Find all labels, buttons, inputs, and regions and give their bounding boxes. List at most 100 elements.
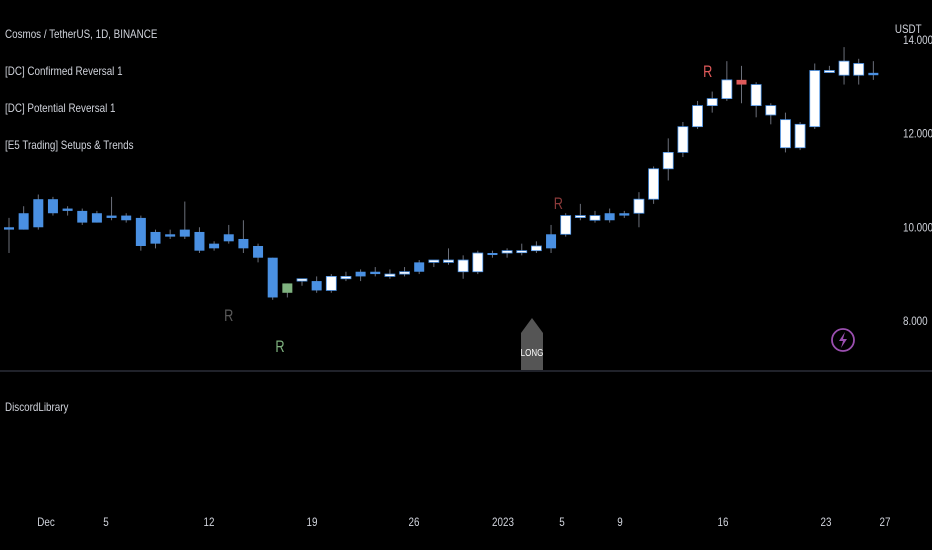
candle-body [531, 245, 542, 252]
candle [838, 47, 850, 85]
lower-pane-label[interactable]: DiscordLibrary [5, 400, 69, 414]
candle-body [721, 79, 733, 99]
candle-body [457, 259, 469, 273]
candle [443, 248, 454, 265]
candle [194, 227, 205, 254]
candle [106, 196, 117, 221]
candle [531, 241, 542, 254]
candle [853, 58, 865, 85]
x-tick-label: 5 [559, 516, 564, 529]
reversal-marker-label: R [554, 194, 563, 213]
x-tick-label: 2023 [492, 516, 514, 529]
candle [77, 208, 88, 225]
candle-body [106, 215, 117, 218]
candle-body [18, 213, 29, 230]
candle [780, 112, 791, 153]
indicator-label-potential-reversal[interactable]: [DC] Potential Reversal 1 [5, 101, 116, 115]
candle-body [838, 60, 850, 76]
lightning-icon [831, 328, 855, 352]
y-tick-label: 14.000 [903, 34, 932, 47]
candle-body [736, 79, 747, 85]
candle-body [267, 257, 278, 298]
candle [560, 213, 572, 237]
price-unit: USDT [895, 22, 922, 36]
candle [662, 138, 674, 181]
candle [209, 241, 220, 251]
long-signal-badge [521, 318, 543, 370]
candle [296, 278, 308, 286]
candle-body [487, 253, 498, 256]
x-tick-label: 16 [718, 516, 729, 529]
candle [223, 224, 234, 244]
candle [706, 91, 718, 113]
candle-body [77, 210, 88, 223]
x-tick-label: 23 [821, 516, 832, 529]
candle [765, 103, 777, 125]
candle [384, 269, 396, 279]
candle-body [355, 271, 366, 277]
candle-body [516, 250, 528, 254]
candle [692, 100, 703, 130]
y-tick-label: 10.000 [903, 221, 932, 234]
candle [794, 121, 806, 151]
candle-body [223, 234, 234, 242]
candle [472, 250, 484, 275]
candle-body [4, 227, 14, 230]
candle-body [414, 262, 425, 272]
candle [428, 259, 440, 268]
candle-body [765, 105, 777, 116]
reversal-marker-label: R [703, 62, 712, 81]
candle-body [794, 123, 806, 149]
candle [33, 194, 44, 230]
candle-body [165, 234, 176, 237]
candle-body [677, 126, 689, 153]
candle [238, 220, 249, 254]
candle [311, 276, 322, 293]
candle-body [150, 231, 161, 244]
candle-body [750, 84, 762, 107]
candle-body [443, 259, 454, 263]
candle [648, 166, 659, 204]
candle-body [853, 63, 865, 76]
candle [604, 208, 615, 223]
candle [677, 121, 689, 158]
indicator-label-setups-trends[interactable]: [E5 Trading] Setups & Trends [5, 138, 134, 152]
candle-body [238, 238, 249, 249]
candle-body [194, 231, 205, 251]
x-tick-label: 26 [409, 516, 420, 529]
candle-body [472, 252, 484, 273]
candle [18, 206, 29, 230]
candle-body [325, 276, 337, 291]
indicator-label-confirmed-reversal[interactable]: [DC] Confirmed Reversal 1 [5, 64, 123, 78]
candle [457, 255, 469, 279]
y-tick-label: 8.000 [903, 315, 928, 328]
candle-body [33, 199, 44, 228]
candle-body [209, 243, 220, 249]
candle [809, 63, 821, 130]
candle [516, 243, 528, 256]
candle [370, 267, 381, 277]
candle-body [179, 229, 190, 237]
candle [47, 196, 58, 216]
candle [4, 217, 14, 254]
candle [253, 243, 264, 263]
candle-body [560, 215, 572, 235]
candle [721, 61, 733, 101]
candle-body [121, 215, 132, 221]
candle [399, 267, 410, 277]
candle-body [633, 198, 645, 214]
candle [501, 248, 513, 258]
candle-body [135, 217, 146, 246]
candle [736, 65, 747, 104]
candle-body [47, 199, 58, 214]
candle [750, 82, 762, 118]
candle [325, 274, 337, 293]
candle-body [604, 213, 615, 221]
candle [824, 65, 835, 73]
x-tick-label: 27 [880, 516, 891, 529]
candle [62, 206, 73, 216]
candle-body [589, 215, 601, 221]
candle [633, 192, 645, 228]
lightning-bolt [839, 332, 847, 348]
